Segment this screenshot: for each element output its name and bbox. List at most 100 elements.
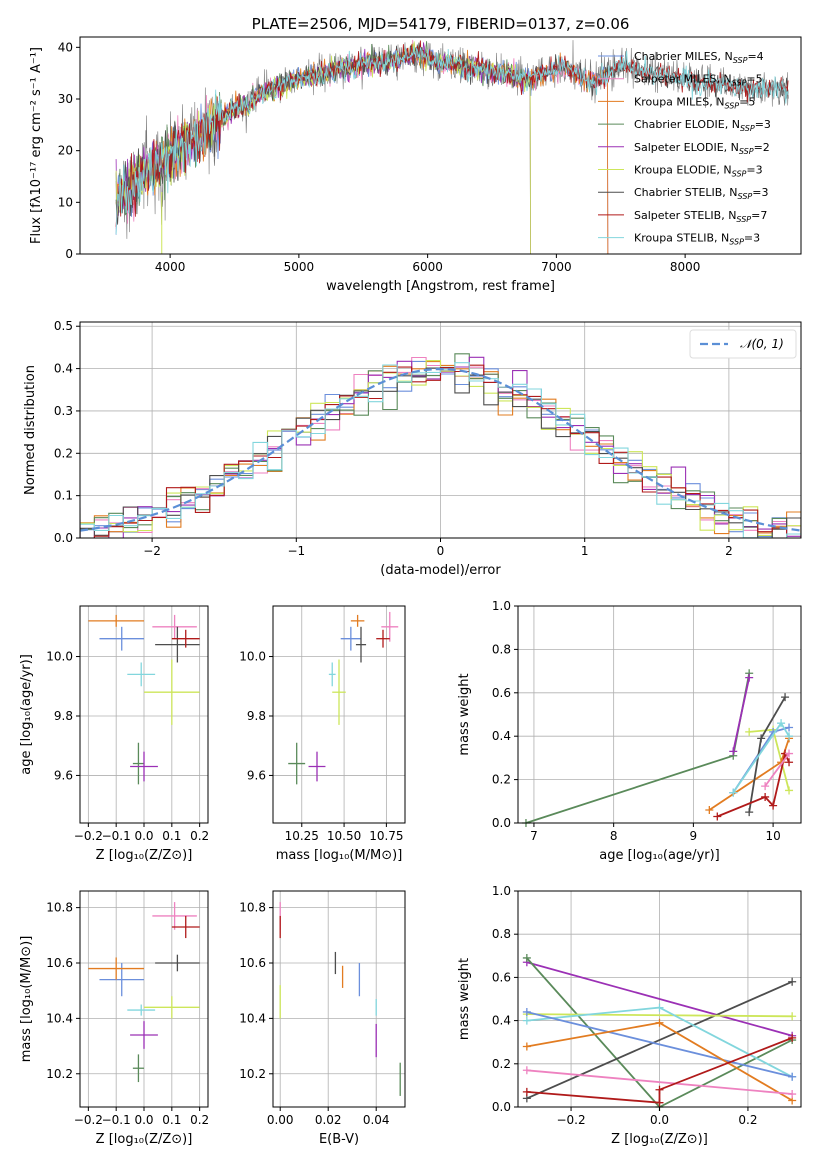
spectrum-model-line bbox=[115, 40, 789, 227]
legend-label: Salpeter ELODIE, NSSP=2 bbox=[634, 141, 770, 156]
x-tick-label: 10.50 bbox=[327, 829, 361, 843]
data-point-marker bbox=[729, 747, 738, 756]
data-point-marker bbox=[522, 1016, 531, 1025]
x-tick-label: 4000 bbox=[155, 260, 186, 274]
x-tick-label: 0.0 bbox=[134, 829, 153, 843]
x-tick-label: 0.04 bbox=[363, 1113, 390, 1127]
series-line bbox=[525, 673, 751, 824]
y-axis-label: Normed distribution bbox=[23, 365, 38, 495]
axes-frame bbox=[517, 605, 802, 824]
y-tick-label: 10.8 bbox=[239, 901, 266, 915]
x-axis-label: Z [log₁₀(Z/Z⊙)] bbox=[96, 1132, 193, 1147]
data-point-marker bbox=[785, 749, 794, 758]
y-tick-label: 20 bbox=[58, 144, 73, 158]
data-point-marker bbox=[788, 1033, 797, 1042]
x-tick-label: 10.25 bbox=[285, 829, 319, 843]
legend-label: Kroupa MILES, NSSP=5 bbox=[634, 95, 755, 110]
y-tick-label: 0 bbox=[65, 247, 73, 261]
data-point-marker bbox=[655, 1018, 664, 1027]
x-axis-label: Z [log₁₀(Z/Z⊙)] bbox=[611, 1132, 708, 1147]
axes-frame bbox=[272, 890, 406, 1108]
x-tick-label: 8000 bbox=[670, 260, 701, 274]
data-point-marker bbox=[745, 808, 754, 817]
x-tick-label: −1 bbox=[287, 544, 305, 558]
x-tick-label: 7000 bbox=[541, 260, 572, 274]
data-point-marker bbox=[655, 1003, 664, 1012]
axes-frame bbox=[79, 36, 802, 255]
data-point-marker bbox=[788, 1090, 797, 1099]
x-tick-label: −0.2 bbox=[74, 829, 103, 843]
series-line bbox=[526, 1069, 793, 1095]
x-tick-label: 0.1 bbox=[162, 829, 181, 843]
y-tick-label: 0.0 bbox=[492, 816, 511, 830]
chart-age-vs-Z: −0.2−0.1 0.0 0.1 0.2 9.6 9.8 10.0 Z [log₁₀(Z/Z⊙… bbox=[19, 605, 209, 863]
x-tick-label: 0.0 bbox=[134, 1113, 153, 1127]
y-axis-label: Flux [fλ10⁻¹⁷ erg cm⁻² s⁻¹ A⁻¹] bbox=[29, 47, 44, 244]
histogram-series bbox=[80, 364, 801, 538]
x-tick-label: 8 bbox=[610, 829, 618, 843]
y-tick-label: 0.8 bbox=[492, 642, 511, 656]
y-tick-label: 0.4 bbox=[492, 729, 511, 743]
x-tick-label: −0.1 bbox=[102, 829, 131, 843]
x-tick-label: 0.02 bbox=[315, 1113, 342, 1127]
x-axis-label: mass [log₁₀(M/M⊙)] bbox=[276, 848, 403, 863]
y-tick-label: 10.2 bbox=[46, 1067, 73, 1081]
y-tick-label: 30 bbox=[58, 92, 73, 106]
data-point-marker bbox=[655, 1085, 664, 1094]
axes-frame bbox=[272, 605, 406, 824]
x-axis-label: E(B-V) bbox=[319, 1132, 359, 1147]
x-tick-label: 10 bbox=[765, 829, 780, 843]
normal-curve bbox=[79, 367, 802, 532]
x-tick-label: 6000 bbox=[412, 260, 443, 274]
series-line bbox=[732, 677, 751, 752]
series-line bbox=[526, 980, 793, 1100]
legend-label: Chabrier ELODIE, NSSP=3 bbox=[634, 118, 771, 133]
x-tick-label: 10.75 bbox=[369, 829, 403, 843]
y-axis-label: mass weight bbox=[457, 958, 472, 1040]
legend-label: Kroupa STELIB, NSSP=3 bbox=[634, 232, 760, 247]
x-axis-label: (data-model)/error bbox=[380, 563, 501, 578]
y-tick-label: 0.5 bbox=[54, 319, 73, 333]
y-tick-label: 0.3 bbox=[54, 404, 73, 418]
data-point-marker bbox=[788, 977, 797, 986]
legend-label: Salpeter MILES, NSSP=5 bbox=[634, 73, 763, 88]
data-point-marker bbox=[713, 812, 722, 821]
chart-residuals: −2 −1 0 1 2 0.0 0.1 0.2 0.3 0.4 0.5 (data-model)/er… bbox=[23, 319, 802, 578]
y-tick-label: 10 bbox=[58, 195, 73, 209]
y-tick-label: 0.2 bbox=[54, 446, 73, 460]
x-tick-label: 1 bbox=[581, 544, 589, 558]
series-line bbox=[526, 1013, 793, 1018]
data-point-marker bbox=[788, 1012, 797, 1021]
y-tick-label: 10.4 bbox=[46, 1011, 73, 1025]
data-point-marker bbox=[745, 673, 754, 682]
legend-label: 𝒩(0, 1) bbox=[740, 337, 784, 351]
x-tick-label: 0.2 bbox=[190, 1113, 209, 1127]
data-point-marker bbox=[788, 1072, 797, 1081]
y-tick-label: 1.0 bbox=[492, 884, 511, 898]
x-tick-label: 0.0 bbox=[650, 1113, 669, 1127]
y-tick-label: 0.0 bbox=[492, 1100, 511, 1114]
data-point-marker bbox=[785, 723, 794, 732]
data-point-marker bbox=[655, 1098, 664, 1107]
x-tick-label: 9 bbox=[690, 829, 698, 843]
data-point-marker bbox=[522, 1087, 531, 1096]
data-point-marker bbox=[761, 792, 770, 801]
series-line bbox=[708, 738, 790, 811]
legend-label: Kroupa ELODIE, NSSP=3 bbox=[634, 164, 763, 179]
y-tick-label: 0.6 bbox=[492, 686, 511, 700]
data-point-marker bbox=[785, 786, 794, 795]
y-tick-label: 10.0 bbox=[46, 650, 73, 664]
legend-label: Chabrier STELIB, NSSP=3 bbox=[634, 186, 768, 201]
data-point-marker bbox=[781, 693, 790, 702]
series-line bbox=[526, 961, 793, 1037]
x-axis-label: age [log₁₀(age/yr)] bbox=[599, 848, 720, 863]
chart-mass-vs-Z: −0.2−0.1 0.0 0.1 0.2 10.2 10.4 10.6 10.8 Z [log₁… bbox=[19, 890, 209, 1147]
spectrum-model-line bbox=[115, 46, 789, 235]
data-point-marker bbox=[522, 1066, 531, 1075]
x-axis-label: wavelength [Angstrom, rest frame] bbox=[326, 279, 555, 294]
data-point-marker bbox=[785, 758, 794, 767]
chart-age-vs-mass: 10.25 10.50 10.75 9.6 9.8 10.0 mass [log₁₀(M/M… bbox=[239, 605, 406, 863]
y-tick-label: 0.2 bbox=[492, 1057, 511, 1071]
x-tick-label: 0.00 bbox=[267, 1113, 294, 1127]
